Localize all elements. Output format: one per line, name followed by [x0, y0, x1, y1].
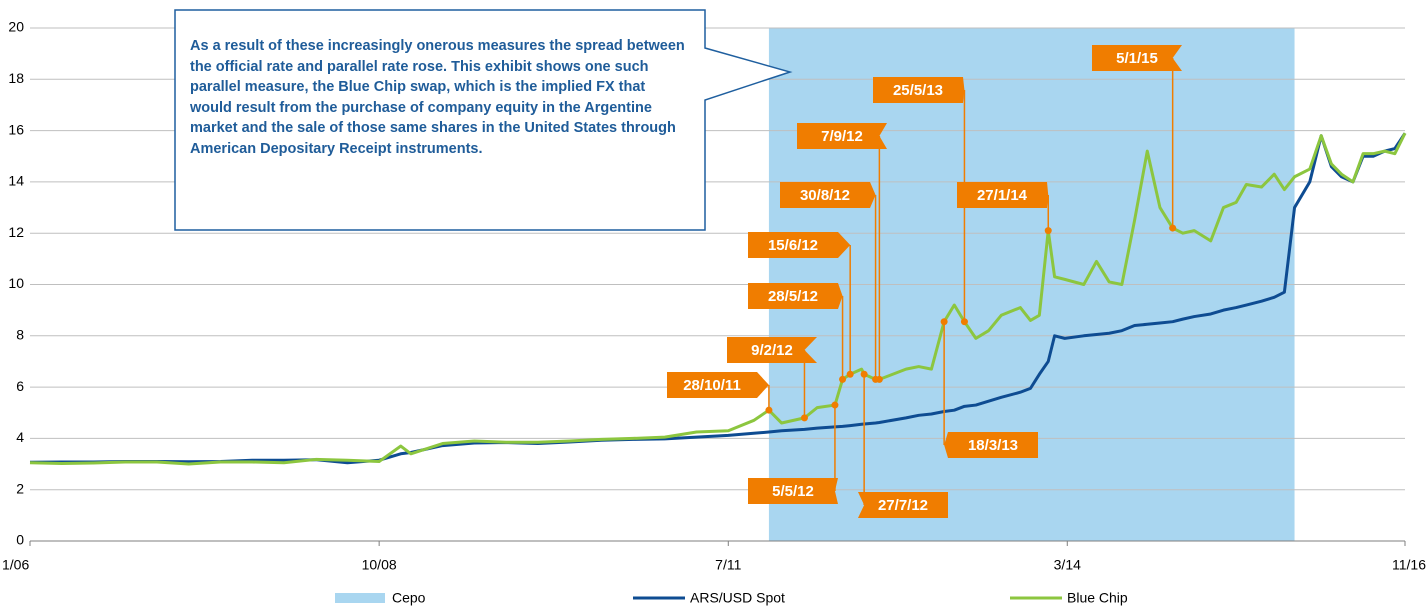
y-tick-label: 2: [16, 480, 24, 496]
legend-label: Blue Chip: [1067, 590, 1128, 606]
annotation-label: 30/8/12: [800, 187, 850, 204]
annotation-point: [860, 370, 868, 378]
annotation-label: 9/2/12: [751, 342, 793, 359]
annotation-box: [748, 478, 838, 504]
annotation-point: [1169, 224, 1177, 232]
annotation-label: 7/9/12: [821, 128, 863, 145]
y-tick-label: 20: [8, 19, 24, 35]
annotation-box: [944, 432, 1038, 458]
x-tick-label: 1/06: [2, 557, 29, 573]
annotation-box: [667, 372, 769, 398]
annotation-point: [1044, 227, 1052, 235]
annotation-label: 28/10/11: [683, 377, 741, 394]
annotation-label: 5/1/15: [1116, 50, 1158, 67]
y-tick-label: 14: [8, 173, 24, 189]
x-tick-label: 7/11: [715, 557, 741, 573]
x-tick-label: 3/14: [1054, 557, 1081, 573]
annotation-label: 25/5/13: [893, 82, 943, 99]
y-tick-label: 10: [8, 275, 24, 291]
annotation-label: 27/1/14: [977, 187, 1028, 204]
legend-swatch: [335, 593, 385, 603]
y-tick-label: 0: [16, 532, 24, 548]
annotation-point: [765, 406, 773, 414]
annotation-box: [797, 123, 887, 149]
annotation-point: [846, 370, 854, 378]
annotation-box: [727, 337, 817, 363]
y-tick-label: 8: [16, 327, 24, 343]
annotation-point: [940, 318, 948, 326]
annotation-box: [957, 182, 1049, 208]
annotation-point: [960, 318, 968, 326]
annotation-label: 18/3/13: [968, 437, 1018, 454]
annotation-point: [839, 375, 847, 383]
annotation-label: 28/5/12: [768, 288, 818, 305]
annotation-box: [780, 182, 876, 208]
y-tick-label: 18: [8, 70, 24, 86]
legend-label: ARS/USD Spot: [690, 590, 785, 606]
y-tick-label: 4: [16, 429, 24, 445]
x-tick-label: 11/16: [1392, 557, 1426, 573]
callout-box: [174, 9, 793, 231]
annotation-box: [858, 492, 948, 518]
annotation-label: 5/5/12: [772, 483, 814, 500]
annotation-point: [831, 401, 839, 409]
annotation-label: 27/7/12: [878, 497, 928, 514]
x-tick-label: 10/08: [362, 557, 397, 573]
y-tick-label: 12: [8, 224, 24, 240]
annotation-point: [800, 414, 808, 422]
annotation-box: [873, 77, 965, 103]
annotation-point: [875, 375, 883, 383]
annotation-label: 15/6/12: [768, 237, 818, 254]
legend-label: Cepo: [392, 590, 426, 606]
y-tick-label: 16: [8, 121, 24, 137]
callout-text: As a result of these increasingly onerou…: [190, 38, 685, 157]
y-tick-label: 6: [16, 378, 24, 394]
annotation-box: [748, 283, 843, 309]
annotation-box: [1092, 45, 1182, 71]
annotation-box: [748, 232, 851, 258]
